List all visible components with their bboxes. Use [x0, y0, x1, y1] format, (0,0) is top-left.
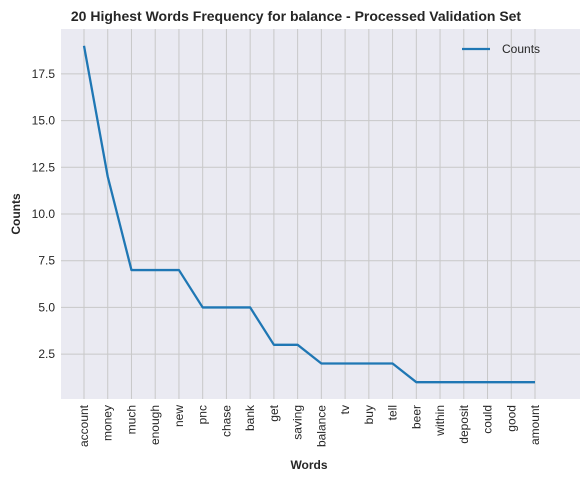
x-tick-label-saving: saving [291, 405, 305, 440]
x-tick-label-amount: amount [528, 404, 542, 445]
x-tick-label-new: new [172, 405, 186, 427]
x-tick-label-could: could [481, 405, 495, 434]
chart-title: 20 Highest Words Frequency for balance -… [71, 8, 522, 24]
y-tick-label: 7.5 [38, 254, 55, 268]
x-axis-label: Words [290, 458, 327, 472]
x-tick-label-account: account [77, 404, 91, 447]
y-tick-label: 2.5 [38, 347, 55, 361]
y-tick-label: 12.5 [32, 160, 56, 174]
y-tick-label: 10.0 [32, 207, 56, 221]
x-tick-label-deposit: deposit [457, 404, 471, 443]
x-tick-label-good: good [504, 405, 518, 432]
x-tick-label-tell: tell [386, 405, 400, 420]
x-tick-label-enough: enough [148, 405, 162, 445]
x-tick-label-chase: chase [219, 405, 233, 437]
x-axis-ticks: account money much enough new pnc chase bank get… [77, 404, 542, 447]
x-tick-label-within: within [433, 405, 447, 437]
y-tick-label: 5.0 [38, 300, 55, 314]
x-tick-label-buy: buy [362, 405, 376, 424]
x-tick-label-much: much [124, 405, 138, 434]
x-tick-label-money: money [101, 405, 115, 441]
x-tick-label-pnc: pnc [196, 405, 210, 424]
series-line-counts [82, 45, 535, 384]
x-tick-label-beer: beer [409, 405, 423, 429]
grid-lines [61, 29, 580, 399]
y-axis-label: Counts [9, 193, 23, 235]
y-axis-ticks: 2.5 5.0 7.5 10.0 12.5 15.0 17.5 [32, 67, 56, 361]
x-tick-label-bank: bank [243, 404, 257, 431]
x-tick-label-tv: tv [338, 405, 352, 414]
y-tick-label: 17.5 [32, 67, 56, 81]
legend-label-counts: Counts [502, 42, 540, 56]
x-tick-label-get: get [267, 404, 281, 421]
legend: Counts [462, 42, 540, 56]
y-tick-label: 15.0 [32, 114, 56, 128]
x-tick-label-balance: balance [314, 405, 328, 447]
